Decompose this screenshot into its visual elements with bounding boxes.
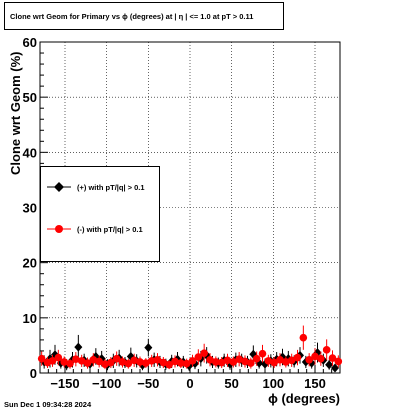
data-point-circle bbox=[95, 357, 103, 366]
data-point-circle bbox=[264, 357, 273, 365]
data-point-circle bbox=[66, 359, 74, 368]
data-point-diamond bbox=[74, 342, 83, 352]
data-point-circle bbox=[334, 357, 343, 366]
data-point-circle bbox=[299, 333, 308, 342]
legend-item-plus: (+) with pT/|q| > 0.1 bbox=[47, 181, 145, 193]
series-plus bbox=[40, 334, 339, 373]
legend-item-minus: (-) with pT/|q| > 0.1 bbox=[47, 223, 143, 235]
data-point-circle bbox=[101, 360, 109, 368]
y-tick-label: 0 bbox=[30, 366, 37, 381]
x-tick-label: −100 bbox=[92, 376, 121, 391]
data-point-circle bbox=[241, 357, 249, 366]
data-point-diamond bbox=[249, 349, 258, 359]
y-tick-label: 60 bbox=[23, 35, 37, 50]
data-point-circle bbox=[182, 359, 191, 368]
x-tick-label: 100 bbox=[262, 376, 284, 391]
data-point-diamond bbox=[144, 343, 153, 353]
data-point-circle bbox=[276, 355, 284, 364]
legend-label-plus: (+) with pT/|q| > 0.1 bbox=[77, 182, 145, 192]
chart-title: Clone wrt Geom for Primary vs ϕ (degrees… bbox=[10, 11, 254, 21]
data-point-circle bbox=[217, 358, 226, 367]
data-point-circle bbox=[177, 359, 185, 367]
data-point-circle bbox=[60, 358, 68, 366]
data-point-circle bbox=[118, 358, 127, 366]
data-point-circle bbox=[293, 353, 302, 362]
y-tick-label: 10 bbox=[23, 311, 37, 326]
data-point-circle bbox=[37, 354, 46, 363]
data-point-circle bbox=[305, 355, 313, 364]
x-tick-label: 50 bbox=[224, 376, 238, 391]
data-point-diamond bbox=[325, 360, 334, 370]
x-tick-label: 0 bbox=[186, 376, 193, 391]
data-points bbox=[37, 325, 343, 373]
data-point-circle bbox=[317, 354, 325, 363]
data-point-circle bbox=[77, 357, 86, 365]
data-point-circle bbox=[72, 355, 80, 364]
data-point-circle bbox=[142, 359, 150, 367]
data-point-circle bbox=[258, 349, 267, 358]
data-point-circle bbox=[223, 356, 232, 365]
data-point-circle bbox=[48, 357, 57, 365]
data-point-circle bbox=[270, 358, 278, 367]
data-point-circle bbox=[252, 354, 261, 363]
data-point-circle bbox=[229, 358, 238, 366]
timestamp-footer: Sun Dec 1 09:34:28 2024 bbox=[4, 400, 92, 409]
data-point-circle bbox=[212, 358, 220, 366]
x-tick-label: −50 bbox=[137, 376, 159, 391]
data-point-circle bbox=[328, 354, 337, 362]
data-point-circle bbox=[159, 358, 168, 367]
data-point-circle bbox=[194, 353, 203, 361]
data-point-circle bbox=[235, 355, 243, 364]
data-point-circle bbox=[130, 356, 138, 365]
legend-label-minus: (-) with pT/|q| > 0.1 bbox=[77, 224, 143, 234]
y-tick-label: 20 bbox=[23, 256, 37, 271]
y-tick-label: 40 bbox=[23, 145, 37, 160]
data-point-circle bbox=[171, 357, 179, 366]
tick-labels: −150 −100 −50 0 50 100 150 0 10 20 30 40 50 60 bbox=[23, 35, 326, 391]
data-point-circle bbox=[107, 358, 115, 367]
data-point-circle bbox=[282, 358, 290, 366]
data-point-circle bbox=[112, 354, 121, 363]
data-point-circle bbox=[136, 358, 144, 366]
data-point-circle bbox=[287, 356, 296, 365]
legend: (+) with pT/|q| > 0.1 (-) with pT/|q| > … bbox=[40, 166, 160, 262]
x-tick-label: −150 bbox=[50, 376, 79, 391]
axis-ticks bbox=[39, 41, 341, 374]
data-point-circle bbox=[188, 357, 197, 365]
diamond-marker-icon bbox=[47, 182, 71, 192]
data-point-circle bbox=[147, 357, 156, 365]
data-point-circle bbox=[54, 353, 63, 362]
data-point-circle bbox=[247, 359, 255, 367]
data-point-circle bbox=[124, 359, 133, 368]
series-minus bbox=[37, 325, 343, 370]
data-point-circle bbox=[206, 355, 214, 364]
data-point-circle bbox=[200, 349, 208, 357]
data-point-circle bbox=[83, 359, 92, 367]
y-tick-label: 50 bbox=[23, 90, 37, 105]
y-tick-label: 30 bbox=[23, 201, 37, 216]
data-point-circle bbox=[165, 360, 173, 369]
data-point-circle bbox=[153, 355, 162, 364]
data-point-circle bbox=[311, 352, 319, 361]
data-point-circle bbox=[89, 355, 98, 364]
circle-marker-icon bbox=[47, 225, 71, 233]
y-axis-label: Clone wrt Geom (%) bbox=[8, 51, 23, 175]
data-point-diamond bbox=[255, 358, 264, 368]
data-point-circle bbox=[322, 346, 331, 354]
x-axis-label: ϕ (degrees) bbox=[268, 391, 340, 406]
chart-title-box: Clone wrt Geom for Primary vs ϕ (degrees… bbox=[4, 2, 284, 30]
x-tick-label: 150 bbox=[304, 376, 326, 391]
